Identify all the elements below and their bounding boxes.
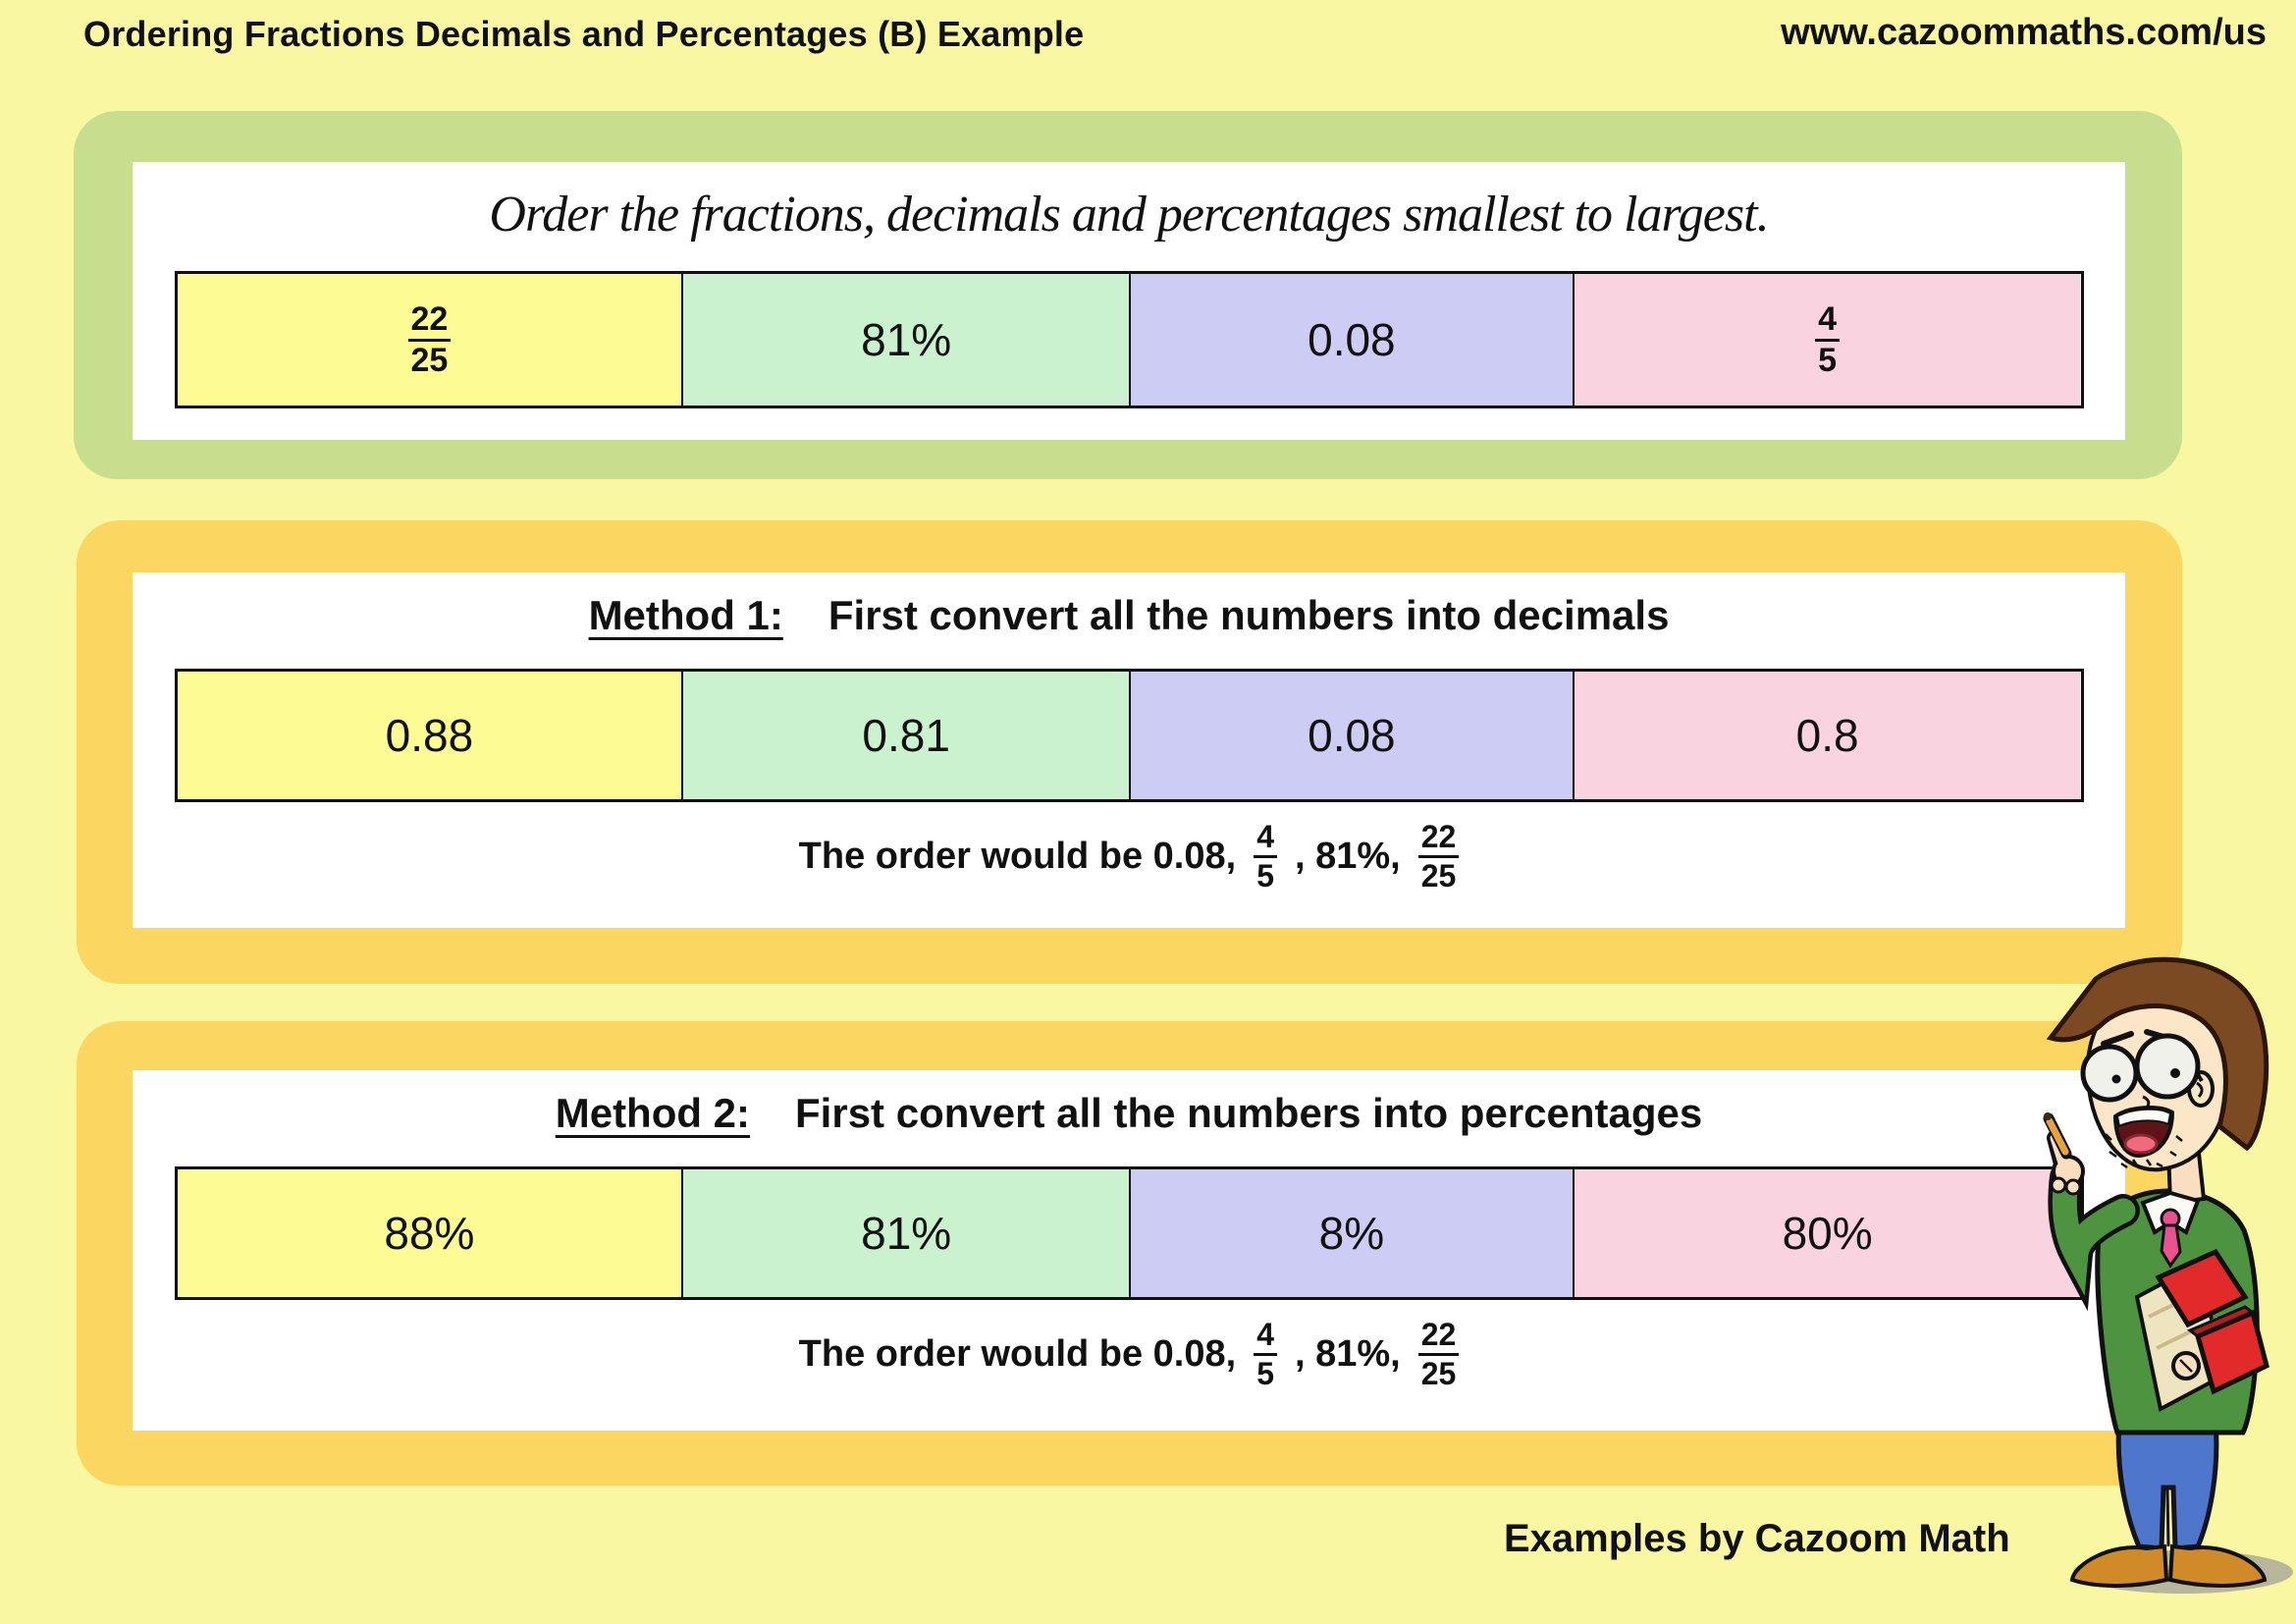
table-cell-value: 0.8 (1572, 672, 2081, 799)
table-cell-value: 8% (1128, 1169, 1573, 1297)
method1-card: Method 1: First convert all the numbers i… (133, 572, 2125, 928)
method1-title: Method 1: First convert all the numbers i… (133, 592, 2125, 639)
fraction-22-25: 22 25 (1417, 1318, 1460, 1390)
table-cell-value: 81% (681, 1169, 1129, 1297)
method2-panel: Method 2: First convert all the numbers i… (77, 1021, 2182, 1486)
left-shoe (2069, 1543, 2169, 1588)
method1-order-line: The order would be 0.08, 4 5 , 81%, 22 2… (133, 820, 2125, 893)
method1-label: Method 1: (588, 592, 783, 638)
order-lead: The order would be 0.08, (798, 835, 1237, 877)
method1-panel: Method 1: First convert all the numbers i… (77, 520, 2182, 984)
method2-label: Method 2: (555, 1090, 751, 1136)
fraction-22-25: 22 25 (1417, 820, 1460, 893)
pointing-hand (2043, 1112, 2085, 1196)
collar-and-tie (2140, 1190, 2201, 1269)
glasses-icon (2080, 1033, 2204, 1103)
method2-card: Method 2: First convert all the numbers i… (133, 1070, 2125, 1431)
jeans (2115, 1418, 2219, 1551)
table-cell-value: 0.08 (1128, 672, 1573, 799)
arm-sleeve (2052, 1164, 2136, 1296)
footer-credit: Examples by Cazoom Math (1504, 1517, 2010, 1560)
method2-description: First convert all the numbers into perce… (795, 1090, 1703, 1136)
mouth (2112, 1106, 2175, 1159)
table-cell-fraction: 22 25 (177, 274, 682, 406)
stubble (2105, 1133, 2183, 1171)
method2-table: 88% 81% 8% 80% (174, 1166, 2084, 1300)
method1-description: First convert all the numbers into decim… (828, 592, 1670, 638)
eyebrow (2101, 1031, 2134, 1047)
table-cell-value: 80% (1572, 1169, 2081, 1297)
fraction-4-5: 4 5 (1254, 1318, 1277, 1390)
method1-table: 0.88 0.81 0.08 0.8 (174, 669, 2084, 802)
table-cell-value: 88% (177, 1169, 682, 1297)
order-lead: The order would be 0.08, (798, 1332, 1237, 1375)
fraction-4-5: 4 5 (1254, 820, 1277, 893)
question-prompt: Order the fractions, decimals and percen… (489, 187, 1769, 243)
order-mid: , 81%, (1295, 835, 1401, 877)
method2-title: Method 2: First convert all the numbers i… (133, 1090, 2125, 1137)
hair (2046, 956, 2269, 1152)
teacher-cartoon-illustration (2043, 956, 2293, 1594)
table-cell-fraction: 4 5 (1572, 274, 2081, 406)
books (2134, 1248, 2269, 1413)
fraction-22-25: 22 25 (407, 301, 452, 378)
question-table: 22 25 81% 0.08 4 5 (174, 271, 2084, 408)
question-panel: Order the fractions, decimals and percen… (74, 111, 2182, 479)
table-cell-value: 0.81 (681, 672, 1129, 799)
right-shoe (2167, 1543, 2268, 1588)
table-cell-value: 0.08 (1128, 274, 1573, 406)
table-cell-value: 0.88 (177, 672, 682, 799)
table-cell-value: 81% (681, 274, 1129, 406)
site-url: www.cazoommaths.com/us (1781, 12, 2267, 53)
method2-order-line: The order would be 0.08, 4 5 , 81%, 22 2… (133, 1318, 2125, 1390)
order-mid: , 81%, (1295, 1332, 1401, 1375)
question-card: Order the fractions, decimals and percen… (133, 162, 2125, 440)
fraction-4-5: 4 5 (1815, 301, 1841, 378)
page-title: Ordering Fractions Decimals and Percenta… (83, 14, 1085, 54)
